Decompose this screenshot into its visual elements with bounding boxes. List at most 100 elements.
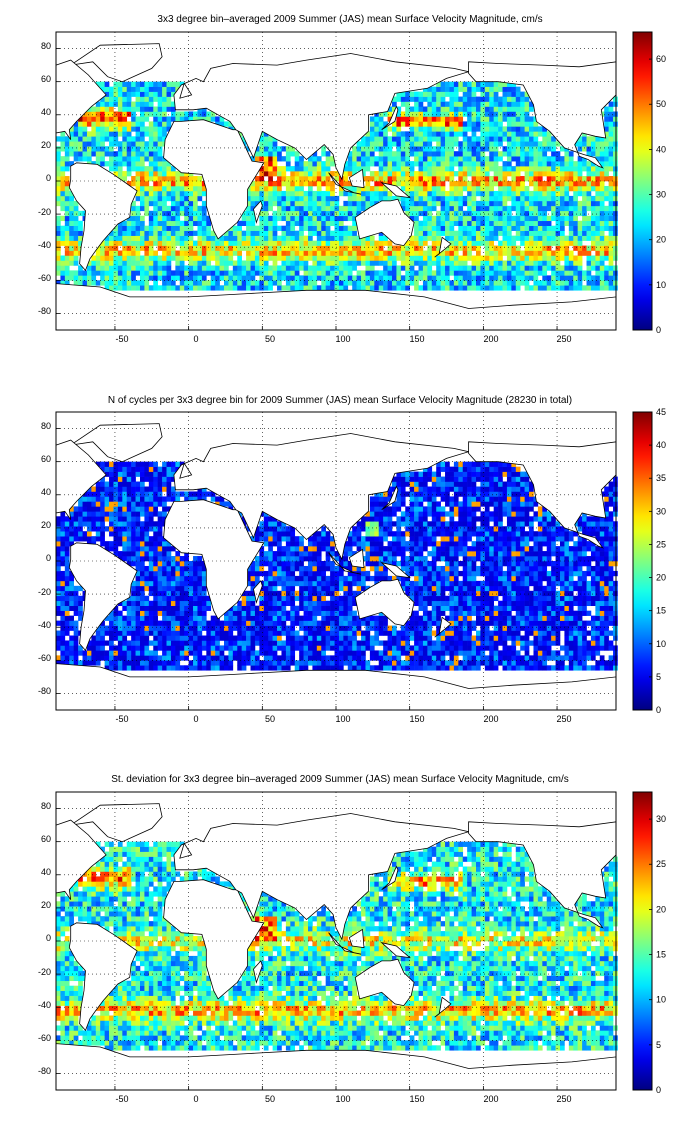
heat-bin [471,116,477,122]
heat-bin [268,280,273,286]
heat-bin [476,141,481,147]
heat-bin [303,176,309,182]
heat-bin [179,491,185,497]
heat-bin [608,101,614,107]
heat-bin [409,96,415,102]
heat-bin [268,275,273,281]
heat-bin [418,121,424,127]
heat-bin [436,86,441,92]
heat-bin [157,255,163,261]
heat-bin [290,265,296,271]
heat-bin [188,625,194,631]
heat-bin [396,131,402,137]
heat-bin [140,585,145,592]
heat-bin [224,270,229,276]
heat-bin [489,146,494,152]
heat-bin [586,195,592,202]
heat-bin [321,171,326,177]
heat-bin [608,240,614,246]
heat-bin [268,240,273,246]
heat-bin [184,635,189,641]
heat-bin [449,176,455,182]
heat-bin [86,260,92,266]
heat-bin [506,81,512,87]
heat-bin [537,270,543,276]
heat-bin [277,151,282,157]
heat-bin [272,270,278,276]
heat-bin [546,240,552,246]
heat-bin [219,665,225,671]
heat-bin [144,570,150,577]
heat-bin [560,240,565,246]
heat-bin [476,181,481,187]
heat-bin [303,225,309,231]
heat-bin [175,610,181,616]
heat-bin [206,600,212,606]
heat-bin [414,285,419,291]
heat-bin [502,81,508,87]
heat-bin [188,645,194,651]
heat-bin [113,171,119,177]
heat-bin [529,210,534,217]
heat-bin [533,141,539,147]
heat-bin [148,96,154,102]
heat-bin [104,255,110,261]
heat-bin [480,235,486,241]
heat-bin [263,161,269,167]
heat-bin [480,185,486,192]
heat-bin [104,136,110,142]
heat-bin [506,96,512,102]
heat-bin [476,101,481,107]
heat-bin [78,131,83,137]
heat-bin [210,615,216,621]
heat-bin [431,200,437,207]
heat-bin [153,141,158,147]
heat-bin [126,541,132,547]
heat-bin [140,521,145,527]
heat-bin [184,255,189,261]
heat-bin [582,146,587,152]
heat-bin [542,195,548,202]
heat-bin [604,171,609,177]
heat-bin [484,116,490,122]
heat-bin [197,280,203,286]
heat-bin [100,250,105,256]
heat-bin [453,96,459,102]
heat-bin [325,265,331,271]
heat-bin [117,171,123,177]
heat-bin [294,235,300,241]
heat-bin [405,166,410,172]
heat-bin [131,630,136,636]
heat-bin [445,245,450,251]
heat-bin [241,600,247,606]
heat-bin [409,195,415,202]
heat-bin [170,245,176,251]
heat-bin [506,86,512,92]
heat-bin [104,270,110,276]
heat-bin [175,81,181,87]
heat-bin [414,275,419,281]
heat-bin [162,235,167,241]
heat-bin [272,280,278,286]
heat-bin [387,190,393,197]
heat-bin [573,200,578,207]
heat-bin [73,200,79,207]
heat-bin [409,245,415,251]
heat-bin [250,570,256,577]
heat-bin [480,181,486,187]
heat-bin [533,131,539,137]
heat-bin [201,280,207,286]
heat-bin [476,171,481,177]
heat-bin [117,526,123,532]
heat-bin [166,106,172,112]
heat-bin [100,161,105,167]
heat-bin [325,275,331,281]
heat-bin [113,265,119,271]
heat-bin [259,245,265,251]
heat-bin [263,166,269,172]
heat-bin [427,230,433,236]
heat-bin [219,245,225,251]
heat-bin [537,156,543,162]
heat-bin [263,156,269,162]
heat-bin [206,111,212,117]
